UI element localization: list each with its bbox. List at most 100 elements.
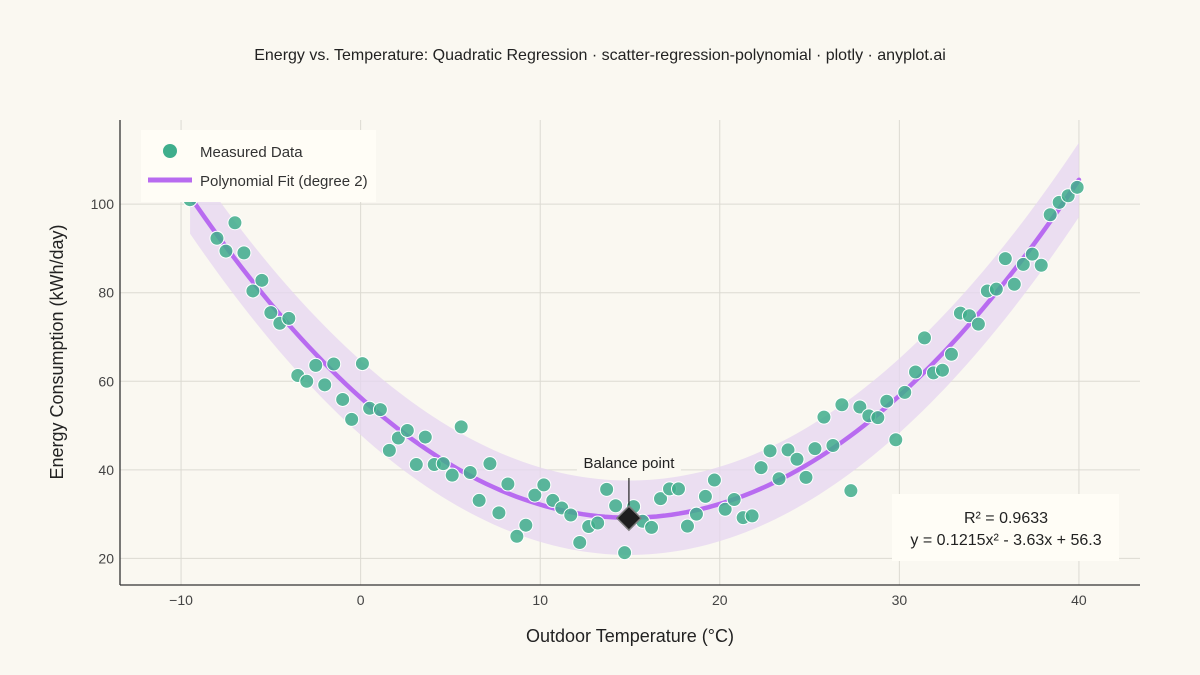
y-axis-label: Energy Consumption (kWh/day) [47,224,67,479]
data-point [590,515,606,531]
data-point [1033,257,1049,273]
data-point [599,481,615,497]
data-point [697,488,713,504]
x-tick-label: 0 [357,592,365,608]
data-point [372,402,388,418]
x-tick-label: 10 [532,592,548,608]
data-point [518,517,534,533]
y-tick-label: 100 [91,196,115,212]
data-point [417,429,433,445]
data-point [1042,207,1058,223]
data-point [879,393,895,409]
data-point [897,384,913,400]
data-point [988,281,1004,297]
data-point [888,432,904,448]
legend-background [141,130,376,202]
data-point [408,457,424,473]
data-point [807,441,823,457]
y-tick-label: 60 [98,373,114,389]
y-tick-label: 20 [98,550,114,566]
y-tick-label: 40 [98,462,114,478]
data-point [789,451,805,467]
x-tick-label: 30 [892,592,908,608]
x-tick-label: −10 [169,592,193,608]
data-point [688,506,704,522]
legend-label-measured: Measured Data [200,144,303,161]
data-point [254,272,270,288]
data-point [536,477,552,493]
data-point [1015,256,1031,272]
data-point [471,492,487,508]
data-point [798,469,814,485]
data-points [182,179,1085,561]
data-point [509,528,525,544]
data-point [608,498,624,514]
data-point [1069,179,1085,195]
stats-box-background [892,494,1119,561]
data-point [679,518,695,534]
tick-labels: −10 0 10 20 30 40 20 40 60 80 100 [91,196,1087,608]
data-point [218,243,234,259]
data-point [653,491,669,507]
data-point [780,442,796,458]
x-tick-label: 20 [712,592,728,608]
annotation-background [576,450,681,476]
chart-title: Energy vs. Temperature: Quadratic Regres… [254,47,946,64]
data-point [381,442,397,458]
r-squared-label: R² = 0.9633 [964,510,1048,527]
data-point [970,316,986,332]
data-point [527,487,543,503]
x-axis-label: Outdoor Temperature (°C) [526,626,734,646]
legend-marker-measured [163,144,177,158]
balance-point-annotation: Balance point [576,450,681,532]
data-point [717,501,733,517]
data-point [852,399,868,415]
data-point [245,283,261,299]
regression-stats-box: R² = 0.9633 y = 0.1215x² - 3.63x + 56.3 [892,494,1119,561]
annotation-label: Balance point [583,455,675,472]
data-point [444,467,460,483]
data-point [500,476,516,492]
data-point [326,356,342,372]
data-point [706,472,722,488]
data-point [908,364,924,380]
data-point [462,465,478,481]
legend-label-fit: Polynomial Fit (degree 2) [200,173,368,190]
equation-label: y = 0.1215x² - 3.63x + 56.3 [910,532,1101,549]
data-point [263,305,279,321]
data-point [317,377,333,393]
data-point [617,545,633,561]
data-point [843,483,859,499]
data-point [762,443,778,459]
data-point [917,330,933,346]
data-point [308,357,324,373]
data-point [435,456,451,472]
data-point [563,507,579,523]
fit-band-area [190,142,1079,555]
data-point [482,456,498,472]
data-point [816,409,832,425]
data-point [771,471,787,487]
data-point [644,519,660,535]
data-point [281,310,297,326]
x-tick-label: 40 [1071,592,1087,608]
axes [119,120,1140,586]
y-tick-label: 80 [98,285,114,301]
data-point [670,481,686,497]
data-point [453,419,469,435]
data-point [354,356,370,372]
data-point [870,410,886,426]
data-point [726,492,742,508]
data-point [825,438,841,453]
data-point [491,505,507,521]
data-point [1024,246,1040,262]
data-point [399,422,415,438]
data-point [299,373,315,389]
legend[interactable]: Measured Data Polynomial Fit (degree 2) [141,130,376,202]
data-point [227,215,243,231]
data-point [209,230,225,246]
data-point [997,251,1013,267]
data-point [943,346,959,362]
